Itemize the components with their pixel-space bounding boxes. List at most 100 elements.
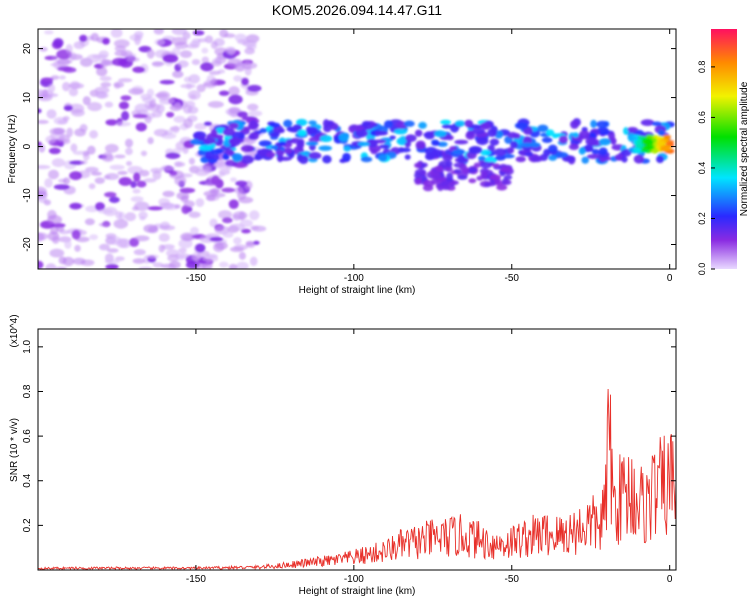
spectrogram-cell xyxy=(121,110,130,121)
spectrogram-cell xyxy=(118,78,133,83)
spectrogram-cell xyxy=(586,154,600,160)
snr-ytick-label: 0.6 xyxy=(22,429,33,443)
spectrogram-cell xyxy=(247,103,259,111)
spectrogram-cell xyxy=(140,150,148,157)
spectrogram-cell xyxy=(201,47,209,54)
spectrogram-cell xyxy=(69,81,81,90)
spectrogram-cell xyxy=(69,160,85,165)
spectrogram-cell xyxy=(581,156,589,164)
spectrogram-cell xyxy=(195,264,206,269)
spectrogram-cell xyxy=(38,143,46,153)
spectrogram-cell xyxy=(105,119,119,126)
spectrogram-cell xyxy=(445,165,453,172)
spectrogram-cell xyxy=(253,240,260,245)
spectrogram-cell xyxy=(113,219,129,229)
spectrogram-cell xyxy=(480,161,492,169)
spectrogram-cell xyxy=(152,262,164,268)
spectrogram-cell xyxy=(134,35,141,46)
spectrogram-cell xyxy=(104,173,120,181)
spectrogram-cell xyxy=(494,179,501,185)
spectrogram-cell xyxy=(244,47,255,55)
spectrogram-ytick-label: -20 xyxy=(22,237,33,252)
spectrogram-cell xyxy=(159,79,175,85)
snr-xtick-label: -100 xyxy=(344,574,364,585)
spectrogram-ytick-label: 0 xyxy=(22,143,33,149)
spectrogram-cell xyxy=(430,172,442,180)
colorbar-ticks: 0.0 0.2 0.4 0.6 0.8 xyxy=(697,61,715,276)
spectrogram-xtick-label: 0 xyxy=(667,273,673,284)
spectrogram-cell xyxy=(457,155,466,164)
spectrogram-cell xyxy=(233,236,242,245)
spectrogram-cell xyxy=(51,158,65,168)
spectrogram-cell xyxy=(591,148,600,155)
spectrogram-cell xyxy=(139,169,150,177)
snr-xtick-label: -150 xyxy=(186,574,206,585)
spectrogram-cell xyxy=(596,120,609,129)
spectrogram-ytick-label: 10 xyxy=(22,92,33,104)
spectrogram-cell xyxy=(489,138,500,146)
spectrogram-cell xyxy=(158,233,170,242)
spectrogram-cell xyxy=(225,165,232,171)
spectrogram-cell xyxy=(66,127,74,138)
spectrogram-cell xyxy=(132,188,141,194)
spectrogram-cell xyxy=(53,184,70,190)
spectrogram-cell xyxy=(175,255,186,261)
spectrogram-cell xyxy=(183,118,193,129)
spectrogram-cell xyxy=(424,152,435,161)
spectrogram-cell xyxy=(343,145,351,152)
spectrogram-cell xyxy=(431,141,441,146)
spectrogram-cell xyxy=(210,149,224,155)
spectrogram-cell xyxy=(127,165,143,175)
spectrogram-cell xyxy=(79,34,88,42)
spectrogram-cell xyxy=(125,147,133,156)
spectrogram-cell xyxy=(237,111,248,118)
spectrogram-cell xyxy=(247,84,262,92)
spectrogram-cell xyxy=(110,29,123,38)
spectrogram-cell xyxy=(461,166,470,174)
spectrogram-cell xyxy=(431,178,443,185)
spectrogram-cell xyxy=(228,106,241,114)
spectrogram-cell xyxy=(570,120,579,129)
spectrogram-cell xyxy=(558,135,568,144)
spectrogram-cell xyxy=(134,103,150,114)
spectrogram-cell xyxy=(158,244,165,253)
spectrogram-cell xyxy=(134,235,150,242)
spectrogram-cell xyxy=(554,151,569,158)
spectrogram-cell xyxy=(441,124,453,129)
spectrogram-cell xyxy=(132,66,145,73)
spectrogram-cell xyxy=(106,248,119,253)
spectrogram-frame xyxy=(37,28,677,270)
spectrogram-cell xyxy=(62,81,71,92)
spectrogram-cell xyxy=(322,119,330,129)
spectrogram-cell xyxy=(640,149,649,153)
spectrogram-cell xyxy=(165,152,181,159)
spectrogram-cell xyxy=(134,201,150,212)
spectrogram-cell xyxy=(249,210,260,221)
spectrogram-cell xyxy=(177,60,189,68)
spectrogram-cell xyxy=(236,261,249,269)
spectrogram-cell xyxy=(308,152,322,160)
spectrogram-cell xyxy=(239,219,253,228)
spectrogram-cell xyxy=(436,165,444,173)
spectrogram-cell xyxy=(422,184,434,192)
spectrogram-cell xyxy=(62,177,71,185)
spectrogram-cell xyxy=(590,119,597,129)
spectrogram-cell xyxy=(659,147,671,152)
spectrogram-cell xyxy=(71,229,81,240)
spectrogram-cell xyxy=(225,159,238,167)
spectrogram-cell xyxy=(41,77,54,82)
spectrogram-cell xyxy=(541,137,553,143)
spectrogram-cell xyxy=(636,143,645,149)
spectrogram-cell xyxy=(117,170,128,175)
spectrogram-cell xyxy=(147,206,164,211)
spectrogram-cell xyxy=(159,98,175,105)
colorbar: 0.0 0.2 0.4 0.6 0.8 Normalized spectral ampl… xyxy=(697,29,750,275)
spectrogram-cell xyxy=(651,121,662,127)
spectrogram-cell xyxy=(515,156,526,163)
spectrogram-cell xyxy=(503,175,513,180)
spectrogram-cell xyxy=(231,153,243,161)
colorbar-tick-label: 0.0 xyxy=(697,263,707,276)
spectrogram-cell xyxy=(174,161,186,167)
spectrogram-cell xyxy=(248,110,263,117)
spectrogram-cell xyxy=(52,235,60,244)
